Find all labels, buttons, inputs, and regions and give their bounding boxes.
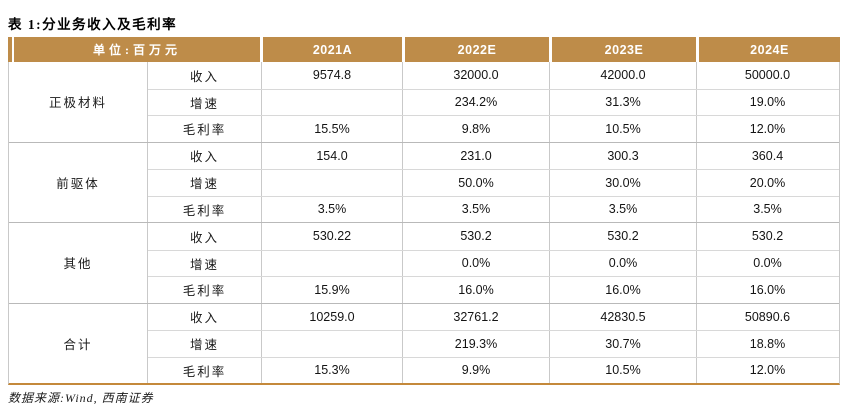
cell-value: 10.5% bbox=[550, 116, 697, 142]
cell-value: 50890.6 bbox=[744, 309, 791, 324]
cell-value: 16.0% bbox=[749, 282, 786, 297]
metric-label: 收入 bbox=[148, 142, 262, 169]
table-row: 增速 0.0% 0.0% 0.0% bbox=[148, 249, 839, 276]
cell-value: 300.3 bbox=[550, 142, 697, 169]
metric-label: 毛利率 bbox=[148, 357, 262, 383]
metric-label: 收入 bbox=[148, 223, 262, 250]
data-table: 单位:百万元 2021A 2022E 2023E 2024E 正极材料 收入 9… bbox=[8, 37, 840, 385]
segment-name: 正极材料 bbox=[9, 62, 148, 142]
cell-value: 234.2% bbox=[403, 89, 550, 115]
cell-value: 15.5% bbox=[262, 116, 403, 142]
table-row: 毛利率 15.3% 9.9% 10.5% 12.0% bbox=[148, 356, 839, 383]
cell-value bbox=[262, 250, 403, 276]
header-unit-label: 单位:百万元 bbox=[14, 37, 263, 62]
table-row: 增速 50.0% 30.0% 20.0% bbox=[148, 169, 839, 196]
cell-value: 360.4 bbox=[751, 148, 784, 163]
metric-label: 收入 bbox=[148, 303, 262, 330]
cell-value: 16.0% bbox=[550, 277, 697, 303]
metric-label: 增速 bbox=[148, 89, 262, 115]
segment-name: 合计 bbox=[9, 303, 148, 383]
header-col-2022E: 2022E bbox=[405, 37, 552, 62]
metric-label: 收入 bbox=[148, 62, 262, 89]
table-row: 收入 154.0 231.0 300.3 360.4 bbox=[148, 142, 839, 169]
cell-value: 3.5% bbox=[262, 196, 403, 222]
cell-value: 19.0% bbox=[749, 95, 786, 110]
metric-label: 毛利率 bbox=[148, 196, 262, 222]
cell-value: 12.0% bbox=[749, 121, 786, 136]
cell-value bbox=[262, 89, 403, 115]
metric-label: 毛利率 bbox=[148, 116, 262, 142]
cell-value: 30.0% bbox=[550, 170, 697, 196]
cell-value: 42000.0 bbox=[550, 62, 697, 89]
cell-value: 219.3% bbox=[403, 331, 550, 357]
cell-value: 0.0% bbox=[550, 250, 697, 276]
table-row: 毛利率 3.5% 3.5% 3.5% 3.5% bbox=[148, 195, 839, 222]
cell-value: 32761.2 bbox=[403, 303, 550, 330]
table-row: 毛利率 15.5% 9.8% 10.5% 12.0% bbox=[148, 115, 839, 142]
cell-value: 154.0 bbox=[262, 142, 403, 169]
metric-label: 增速 bbox=[148, 250, 262, 276]
cell-value: 9.9% bbox=[403, 357, 550, 383]
table-title: 表 1:分业务收入及毛利率 bbox=[8, 17, 178, 32]
table-body: 正极材料 收入 9574.8 32000.0 42000.0 50000.0 增… bbox=[8, 62, 840, 385]
cell-value: 0.0% bbox=[753, 256, 782, 271]
cell-value: 15.9% bbox=[262, 277, 403, 303]
cell-value: 9.8% bbox=[403, 116, 550, 142]
table-header-row: 单位:百万元 2021A 2022E 2023E 2024E bbox=[8, 37, 840, 62]
cell-value: 0.0% bbox=[403, 250, 550, 276]
cell-value bbox=[262, 331, 403, 357]
cell-value: 9574.8 bbox=[262, 62, 403, 89]
segment-group-other: 其他 收入 530.22 530.2 530.2 530.2 增速 0.0% 0… bbox=[9, 222, 839, 303]
segment-group-precursor: 前驱体 收入 154.0 231.0 300.3 360.4 增速 50.0% … bbox=[9, 141, 839, 222]
segment-name: 前驱体 bbox=[9, 142, 148, 222]
cell-value: 16.0% bbox=[403, 277, 550, 303]
table-row: 收入 530.22 530.2 530.2 530.2 bbox=[148, 223, 839, 250]
cell-value: 10.5% bbox=[550, 357, 697, 383]
table-row: 增速 234.2% 31.3% 19.0% bbox=[148, 88, 839, 115]
cell-value: 3.5% bbox=[550, 196, 697, 222]
cell-value: 30.7% bbox=[550, 331, 697, 357]
header-col-2021A: 2021A bbox=[263, 37, 405, 62]
cell-value: 10259.0 bbox=[262, 303, 403, 330]
metric-label: 增速 bbox=[148, 170, 262, 196]
data-source-note: 数据来源:Wind, 西南证券 bbox=[8, 391, 154, 405]
segment-name: 其他 bbox=[9, 223, 148, 303]
segment-group-total: 合计 收入 10259.0 32761.2 42830.5 50890.6 增速… bbox=[9, 302, 839, 383]
table-row: 增速 219.3% 30.7% 18.8% bbox=[148, 330, 839, 357]
header-corner-sliver bbox=[8, 37, 14, 62]
cell-value: 3.5% bbox=[403, 196, 550, 222]
cell-value: 32000.0 bbox=[403, 62, 550, 89]
metric-label: 毛利率 bbox=[148, 277, 262, 303]
cell-value: 15.3% bbox=[262, 357, 403, 383]
header-col-2023E: 2023E bbox=[552, 37, 699, 62]
header-col-2024E: 2024E bbox=[699, 37, 840, 62]
segment-group-cathode: 正极材料 收入 9574.8 32000.0 42000.0 50000.0 增… bbox=[9, 62, 839, 142]
cell-value: 530.2 bbox=[403, 223, 550, 250]
cell-value: 530.22 bbox=[262, 223, 403, 250]
table-row: 收入 9574.8 32000.0 42000.0 50000.0 bbox=[148, 62, 839, 89]
metric-label: 增速 bbox=[148, 331, 262, 357]
cell-value: 18.8% bbox=[749, 336, 786, 351]
table-row: 毛利率 15.9% 16.0% 16.0% 16.0% bbox=[148, 276, 839, 303]
cell-value: 231.0 bbox=[403, 142, 550, 169]
cell-value bbox=[262, 170, 403, 196]
cell-value: 20.0% bbox=[749, 175, 786, 190]
table-row: 收入 10259.0 32761.2 42830.5 50890.6 bbox=[148, 303, 839, 330]
cell-value: 50000.0 bbox=[744, 68, 791, 83]
cell-value: 50.0% bbox=[403, 170, 550, 196]
cell-value: 42830.5 bbox=[550, 303, 697, 330]
cell-value: 3.5% bbox=[753, 202, 782, 217]
cell-value: 31.3% bbox=[550, 89, 697, 115]
cell-value: 530.2 bbox=[751, 229, 784, 244]
cell-value: 12.0% bbox=[749, 363, 786, 378]
cell-value: 530.2 bbox=[550, 223, 697, 250]
